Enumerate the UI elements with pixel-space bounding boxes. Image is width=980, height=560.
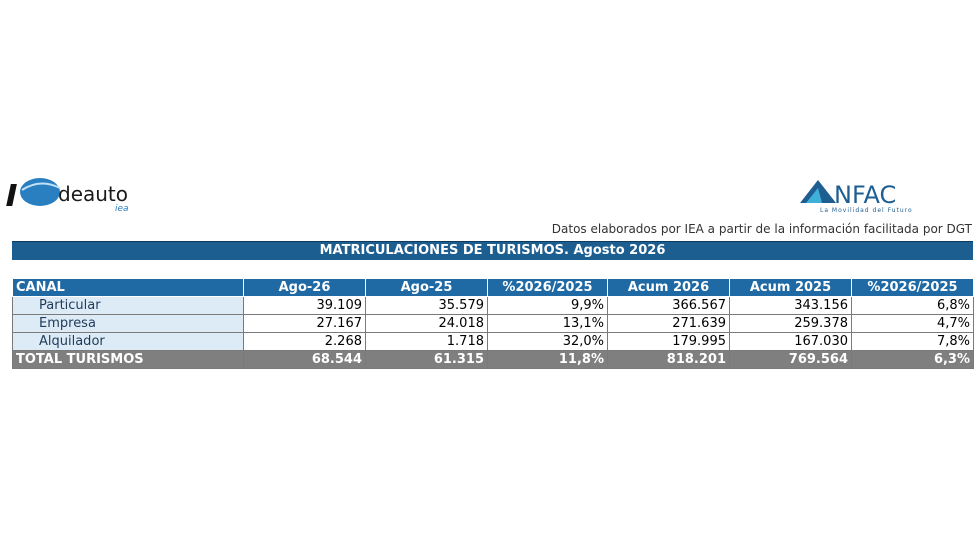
header-cell: CANAL [12, 278, 244, 297]
value-cell: 179.995 [607, 332, 730, 351]
data-row: Particular 39.109 35.579 9,9% 366.567 343.156… [12, 296, 974, 315]
anfac-name: NFAC [834, 181, 896, 209]
ideauto-swoosh [21, 182, 61, 191]
value-cell: 11,8% [487, 350, 608, 369]
header-row: CANAL Ago-26 Ago-25 %2026/2025 Acum 2026 Acum… [12, 278, 974, 297]
value-cell: 4,7% [851, 314, 974, 333]
value-cell: 818.201 [607, 350, 730, 369]
value-cell: 6,8% [851, 296, 974, 315]
value-cell: 769.564 [729, 350, 852, 369]
header-cell: Ago-26 [243, 278, 366, 297]
value-cell: 39.109 [243, 296, 366, 315]
logos: deauto iea NFAC La Movilidad del Futuro [6, 178, 913, 214]
value-cell: 24.018 [365, 314, 488, 333]
value-cell: 68.544 [243, 350, 366, 369]
header-cell: Acum 2025 [729, 278, 852, 297]
ideauto-tagline: iea [115, 204, 129, 214]
value-cell: 271.639 [607, 314, 730, 333]
anfac-tagline: La Movilidad del Futuro [820, 207, 913, 214]
value-cell: 2.268 [243, 332, 366, 351]
value-cell: 6,3% [851, 350, 974, 369]
header-cell: %2026/2025 [487, 278, 608, 297]
ideauto-i [6, 184, 17, 206]
header-cell: Acum 2026 [607, 278, 730, 297]
value-cell: 32,0% [487, 332, 608, 351]
data-table: CANAL Ago-26 Ago-25 %2026/2025 Acum 2026 Acum… [12, 278, 974, 369]
data-row: Empresa 27.167 24.018 13,1% 271.639 259.378 4,… [12, 314, 974, 333]
canal-cell: Alquilador [12, 332, 244, 351]
canal-cell: Particular [12, 296, 244, 315]
total-row: TOTAL TURISMOS 68.544 61.315 11,8% 818.201 76… [12, 350, 974, 369]
ideauto-emblem [20, 178, 60, 206]
value-cell: 35.579 [365, 296, 488, 315]
data-row: Alquilador 2.268 1.718 32,0% 179.995 167.030 7… [12, 332, 974, 351]
value-cell: 167.030 [729, 332, 852, 351]
value-cell: 366.567 [607, 296, 730, 315]
anfac-a-inner [806, 188, 822, 203]
canal-cell: Empresa [12, 314, 244, 333]
table-title: MATRICULACIONES DE TURISMOS. Agosto 2026 [12, 241, 973, 260]
ideauto-name: deauto [58, 182, 128, 206]
value-cell: 9,9% [487, 296, 608, 315]
value-cell: 343.156 [729, 296, 852, 315]
canal-cell: TOTAL TURISMOS [12, 350, 244, 369]
source-note: Datos elaborados por IEA a partir de la … [551, 222, 972, 236]
value-cell: 259.378 [729, 314, 852, 333]
value-cell: 61.315 [365, 350, 488, 369]
value-cell: 1.718 [365, 332, 488, 351]
value-cell: 27.167 [243, 314, 366, 333]
header-cell: %2026/2025 [851, 278, 974, 297]
header-cell: Ago-25 [365, 278, 488, 297]
value-cell: 7,8% [851, 332, 974, 351]
value-cell: 13,1% [487, 314, 608, 333]
